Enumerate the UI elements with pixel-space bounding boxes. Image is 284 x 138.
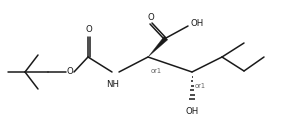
Polygon shape	[148, 36, 168, 57]
Text: NH: NH	[106, 80, 120, 89]
Text: O: O	[85, 26, 92, 34]
Text: OH: OH	[185, 108, 199, 116]
Text: or1: or1	[151, 68, 162, 74]
Text: or1: or1	[195, 83, 206, 89]
Text: O: O	[67, 67, 73, 76]
Text: OH: OH	[190, 19, 204, 29]
Text: O: O	[148, 13, 154, 22]
